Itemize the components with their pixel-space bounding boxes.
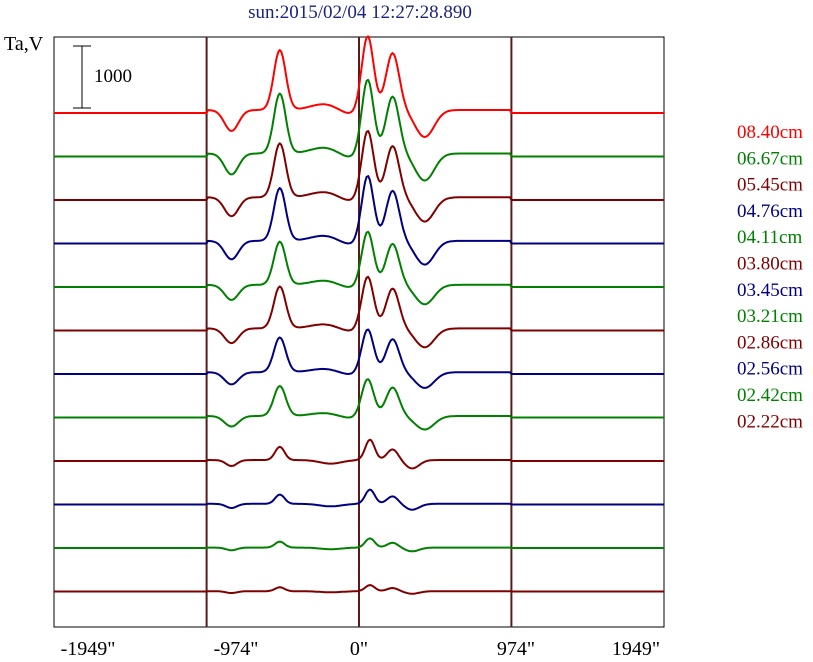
series-line-03.21cm [54, 378, 664, 431]
scale-bar: 1000 [73, 45, 132, 109]
x-tick-label-3: 974" [497, 638, 535, 660]
series-line-03.45cm [54, 328, 664, 389]
series-line-05.45cm [54, 130, 664, 223]
series-line-03.80cm [54, 275, 664, 349]
x-tick-label-4: 1949" [612, 638, 660, 660]
legend-entry-02.86cm: 02.86cm [737, 332, 803, 353]
x-tick-label-2: 0" [350, 638, 368, 660]
series-line-02.42cm [54, 537, 664, 553]
legend-entry-08.40cm: 08.40cm [737, 122, 803, 143]
series-line-02.86cm [54, 438, 664, 470]
legend-entry-03.45cm: 03.45cm [737, 280, 803, 301]
y-axis-label: Ta,V [4, 33, 44, 55]
series-line-04.11cm [54, 230, 664, 306]
legend-entry-03.21cm: 03.21cm [737, 306, 803, 327]
legend-entry-05.45cm: 05.45cm [737, 175, 803, 196]
legend-entry-04.76cm: 04.76cm [737, 201, 803, 222]
series-line-02.22cm [54, 584, 664, 595]
x-tick-label-0: -1949" [61, 638, 116, 660]
legend-entry-04.11cm: 04.11cm [737, 227, 802, 248]
scale-bar-label: 1000 [94, 66, 132, 87]
legend-entry-03.80cm: 03.80cm [737, 254, 803, 275]
series-line-06.67cm [54, 78, 664, 182]
legend-entry-02.42cm: 02.42cm [737, 385, 803, 406]
series-line-04.76cm [54, 175, 664, 266]
series-line-02.56cm [54, 488, 664, 511]
legend-entry-06.67cm: 06.67cm [737, 148, 803, 169]
chart-title: sun:2015/02/04 12:27:28.890 [248, 2, 472, 23]
x-tick-label-1: -974" [214, 638, 259, 660]
series-line-08.40cm [54, 35, 664, 138]
legend-entry-02.56cm: 02.56cm [737, 359, 803, 380]
legend-entry-02.22cm: 02.22cm [737, 411, 803, 432]
